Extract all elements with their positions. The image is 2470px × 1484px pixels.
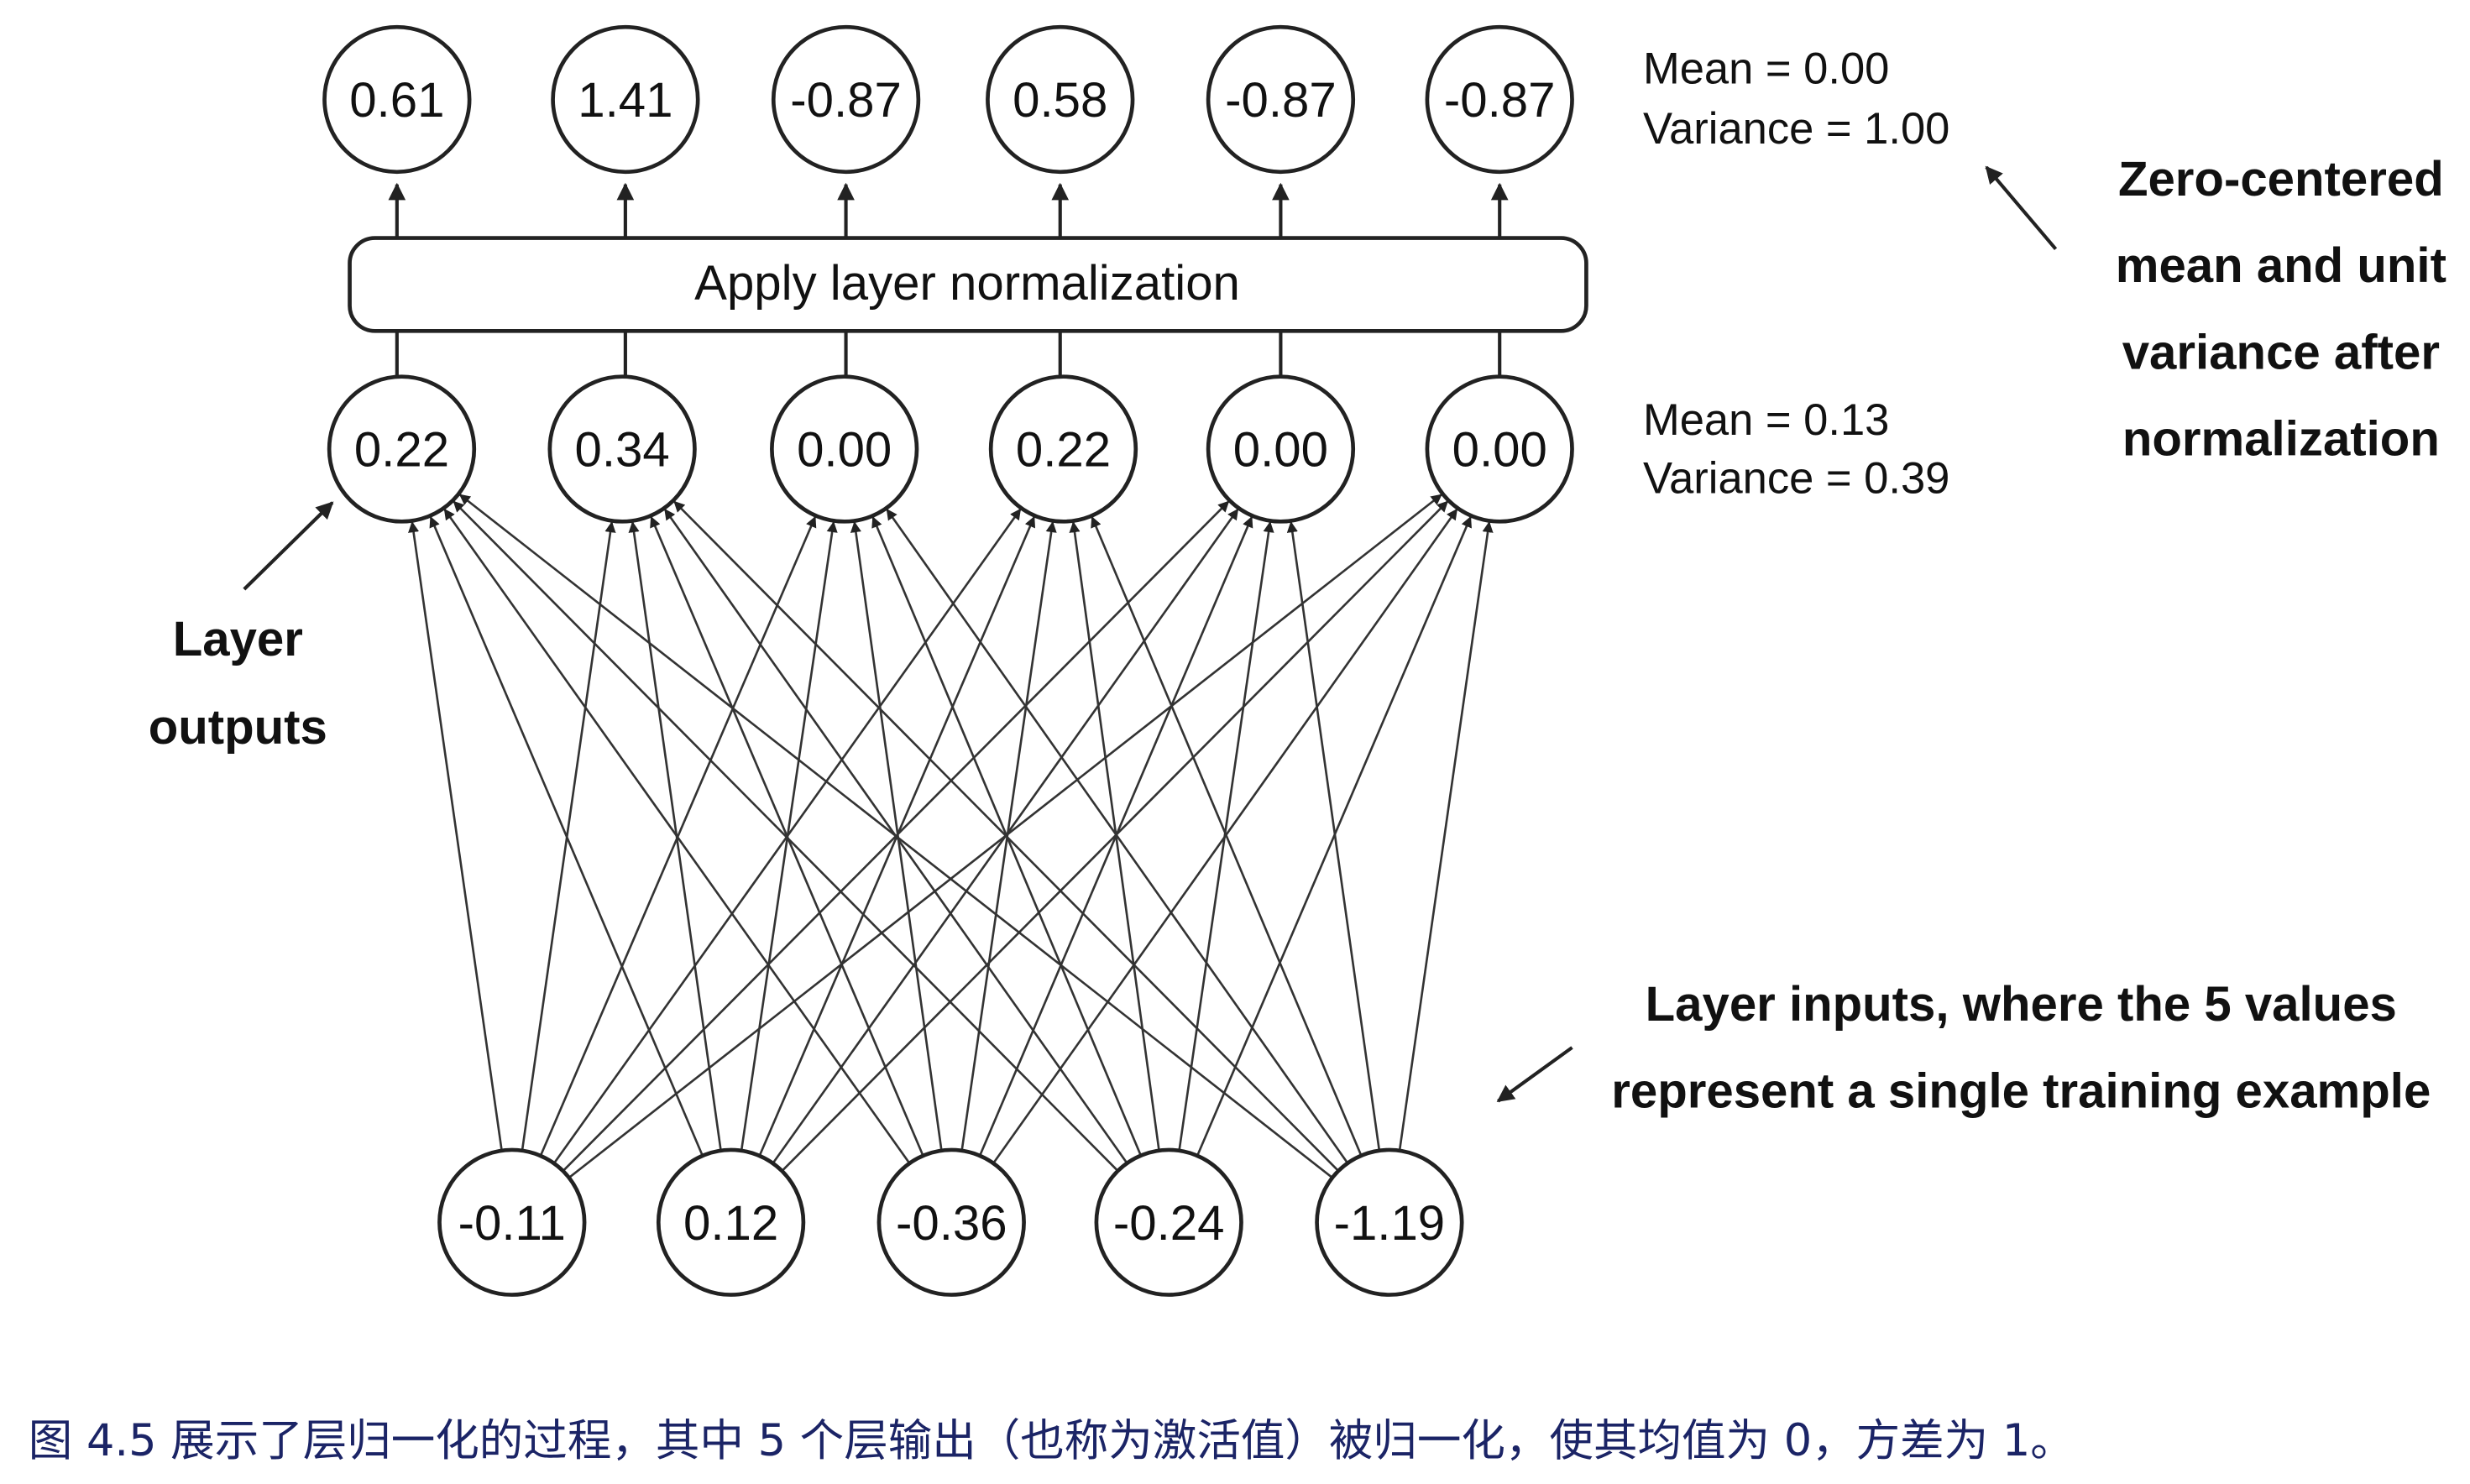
variance-before: Variance = 0.39 [1643, 454, 1949, 504]
layer-input-node-value: -0.24 [1113, 1196, 1225, 1251]
normalized-output-node-circle [1425, 24, 1574, 175]
layer-outputs-note-line2: outputs [149, 700, 327, 755]
mean-after: Mean = 0.00 [1643, 44, 1889, 94]
normalized-output-node-value: 1.41 [578, 73, 672, 128]
layer-output-node: 0.22 [327, 374, 477, 524]
layer-input-node: -0.24 [1094, 1147, 1243, 1297]
layer-norm-label: Apply layer normalization [694, 256, 1240, 311]
layer-output-node-circle [327, 374, 477, 524]
layer-output-node-circle [770, 374, 919, 524]
normalized-output-node-circle [1206, 24, 1356, 175]
normalized-output-node-value: 0.58 [1013, 73, 1107, 128]
layer-input-node-circle [877, 1147, 1026, 1297]
layer-output-node-circle [547, 374, 697, 524]
normalized-output-node: 1.41 [551, 24, 700, 175]
connection-arrow [1286, 521, 1381, 1151]
layer-input-node: -0.36 [877, 1147, 1026, 1297]
connection-arrow [1196, 515, 1472, 1157]
layer-input-node-value: -0.36 [896, 1196, 1007, 1251]
layer-norm-box [348, 236, 1588, 333]
normalized-output-node: -0.87 [1206, 24, 1356, 175]
zero-centered-arrow [1985, 165, 2058, 251]
variance-after: Variance = 1.00 [1643, 104, 1949, 154]
layer-inputs-arrow [1496, 1046, 1573, 1103]
connection-arrow [453, 500, 1119, 1172]
normalized-output-node-circle [322, 24, 472, 175]
layer-input-node-circle [1315, 1147, 1464, 1297]
layer-inputs-note-line2: represent a single training example [1611, 1063, 2431, 1118]
normalized-output-node-value: -0.87 [1225, 73, 1337, 128]
layer-input-node: 0.12 [656, 1147, 806, 1297]
connection-arrow [886, 509, 1349, 1164]
connection-arrow [1398, 521, 1494, 1152]
layer-input-node-circle [437, 1147, 587, 1297]
layer-output-node-value: 0.22 [354, 423, 449, 478]
normalized-output-node: 0.61 [322, 24, 472, 175]
normalized-output-node-circle [551, 24, 700, 175]
zero-centered-note-line1: Zero-centered [2118, 152, 2444, 206]
normalized-output-node: 0.58 [986, 24, 1135, 175]
zero-centered-note-line3: variance after [2122, 325, 2440, 379]
layer-output-node-value: 0.34 [575, 423, 670, 478]
layer-output-node-value: 0.00 [1233, 423, 1328, 478]
normalized-output-node: -0.87 [1425, 24, 1574, 175]
layer-output-node-value: 0.22 [1016, 423, 1111, 478]
layer-input-node: -1.19 [1315, 1147, 1464, 1297]
zero-centered-note-line4: normalization [2122, 412, 2440, 467]
mean-before: Mean = 0.13 [1643, 395, 1889, 445]
normalized-output-node: -0.87 [771, 24, 921, 175]
layer-outputs-note-line1: Layer [173, 612, 303, 666]
connection-arrow [1091, 516, 1363, 1157]
layer-input-node: -0.11 [437, 1147, 587, 1297]
connection-arrow [1178, 520, 1274, 1152]
layer-output-node: 0.00 [1206, 374, 1356, 524]
layer-output-node-circle [1206, 374, 1356, 524]
connection-arrow [673, 500, 1340, 1172]
layer-output-node-value: 0.00 [1452, 423, 1547, 478]
figure-caption: 图 4.5 展示了层归一化的过程，其中 5 个层输出（也称为激活值）被归一化，使… [29, 1415, 2075, 1466]
layer-output-node: 0.22 [988, 374, 1138, 524]
normalized-output-node-value: 0.61 [349, 73, 444, 128]
layer-output-node: 0.00 [770, 374, 919, 524]
connection-arrow [429, 515, 704, 1157]
nodes: 0.61 1.41 -0.87 0.58 -0.87 -0.87 0.22 0.34 0.00 0… [322, 24, 1574, 1297]
layer-output-node: 0.00 [1425, 374, 1574, 524]
layer-outputs-arrow [243, 501, 334, 591]
layer-output-node: 0.34 [547, 374, 697, 524]
connection-arrow [408, 521, 503, 1152]
layer-output-node-circle [1425, 374, 1574, 524]
layer-input-node-value: -0.11 [458, 1196, 566, 1251]
layer-output-node-value: 0.00 [797, 423, 892, 478]
layer-input-node-circle [656, 1147, 806, 1297]
layer-input-node-circle [1094, 1147, 1243, 1297]
layer-output-node-circle [988, 374, 1138, 524]
normalized-output-node-circle [771, 24, 921, 175]
layer-input-node-value: 0.12 [683, 1196, 778, 1251]
layer-inputs-note-line1: Layer inputs, where the 5 values [1646, 977, 2397, 1032]
normalized-output-node-circle [986, 24, 1135, 175]
connection-arrow [458, 494, 1333, 1179]
layer-input-node-value: -1.19 [1334, 1196, 1446, 1251]
connections [388, 182, 1509, 1179]
connection-arrow [443, 508, 911, 1164]
normalized-output-node-value: -0.87 [790, 73, 902, 128]
zero-centered-note-line2: mean and unit [2116, 238, 2446, 293]
normalized-output-node-value: -0.87 [1444, 73, 1556, 128]
